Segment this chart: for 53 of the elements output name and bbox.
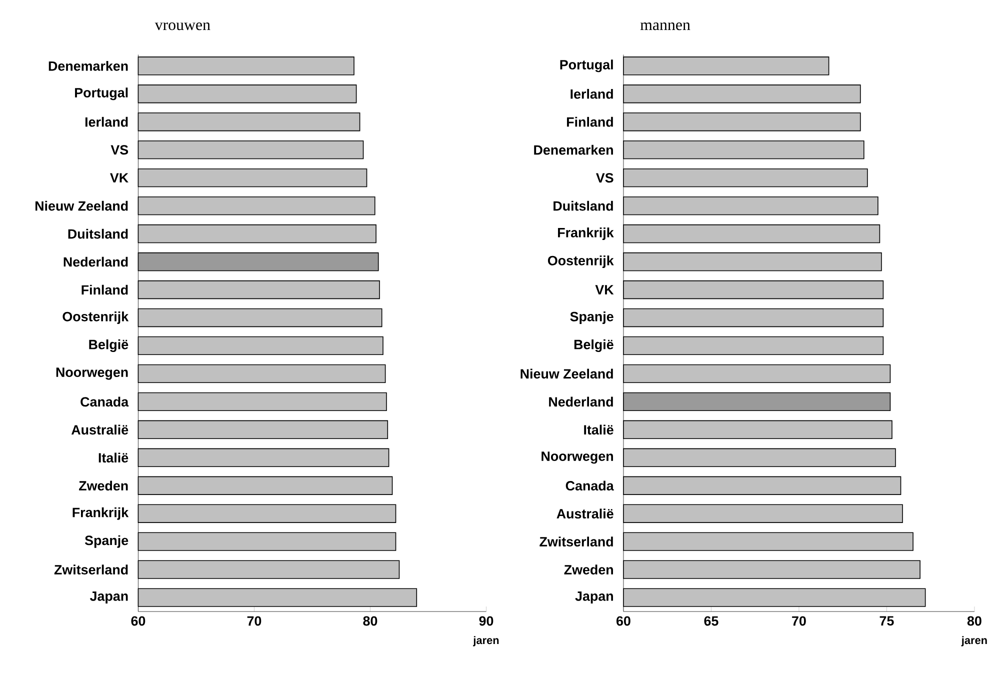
y-tick-label: Japan [575,591,613,604]
y-tick-label: Portugal [560,60,613,72]
y-tick-label: Denemarken [48,60,128,71]
y-tick-label: Oostenrijk [548,255,614,268]
chart-title: vrouwen [154,22,210,30]
y-tick-label: Spanje [84,535,128,548]
x-tick-label: 70 [247,616,262,626]
y-tick-label: Zwitserland [540,536,613,546]
y-tick-label: Noorwegen [542,452,613,464]
y-tick-label: Canada [566,480,614,490]
y-tick-label: Ierland [570,88,613,99]
y-tick-label: Ierland [85,116,128,127]
y-tick-label: Noorwegen [56,368,128,380]
y-tick-label: Zwitserland [54,564,128,574]
y-tick-label: Oostenrijk [62,311,129,324]
y-tick-label: Denemarken [534,144,613,155]
x-tick-label: 80 [363,616,378,626]
y-tick-label: VK [595,285,614,294]
y-tick-label: Italië [584,424,614,434]
y-tick-label: Australië [556,508,614,518]
y-tick-label: Nieuw Zeeland [35,200,128,211]
y-tick-label: België [89,339,128,352]
x-tick-label: 65 [704,616,718,626]
y-tick-label: Finland [566,116,613,127]
y-tick-label: Zweden [564,564,613,574]
x-axis-title: jaren [961,636,987,646]
y-tick-label: Frankrijk [72,507,129,520]
y-tick-label: VS [596,172,614,182]
y-tick-label: Finland [82,284,128,295]
y-tick-label: Frankrijk [558,227,614,240]
y-tick-label: Duitsland [554,200,613,211]
y-tick-label: Nederland [549,396,613,407]
y-tick-label: Italië [98,452,128,462]
x-tick-label: 80 [967,616,982,626]
x-tick-label: 75 [880,616,894,626]
y-tick-label: België [574,339,614,352]
y-tick-label: Zweden [79,480,128,490]
y-tick-label: Duitsland [68,228,128,239]
y-tick-label: Nieuw Zeeland [520,368,613,379]
y-tick-label: Nederland [64,256,128,267]
x-axis-title: jaren [472,636,499,646]
y-tick-label: VK [110,173,128,182]
chart-title: mannen [640,22,690,30]
y-tick-label: VS [110,145,128,155]
y-tick-label: Spanje [570,311,614,324]
y-tick-label: Portugal [75,88,128,100]
x-tick-label: 70 [792,616,806,626]
y-tick-label: Australië [71,424,128,434]
y-tick-label: Japan [90,591,128,604]
x-tick-label: 90 [479,616,494,626]
x-tick-label: 60 [616,616,630,626]
x-tick-label: 60 [131,616,146,626]
y-tick-label: Canada [80,396,129,407]
